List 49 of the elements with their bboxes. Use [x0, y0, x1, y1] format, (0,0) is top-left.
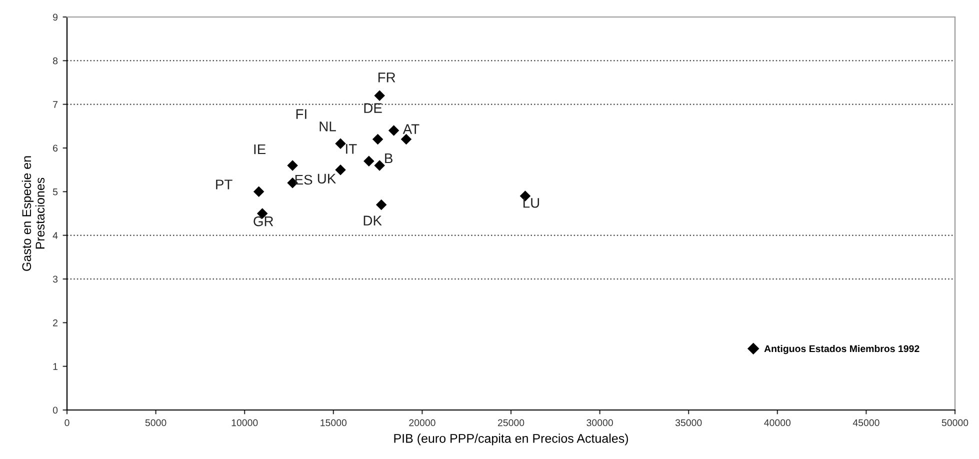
y-tick-label: 3	[52, 276, 58, 283]
point	[364, 156, 374, 166]
annotation: FI	[296, 109, 306, 119]
annotation: DK	[364, 216, 382, 226]
annotation: GR	[254, 216, 274, 226]
x-tick-label: 30000	[586, 419, 613, 426]
y-tick-label: 7	[53, 101, 58, 108]
point	[374, 160, 385, 171]
y-axis-title: Gasto en Especie en Prestaciones	[22, 156, 45, 271]
y-tick-label: 8	[52, 57, 58, 64]
x-tick-label: 10000	[232, 419, 258, 426]
point	[253, 186, 264, 198]
y-tick-label: 9	[53, 14, 58, 21]
x-axis-title: PIB (euro PPP/capita en Precios Actuales)	[394, 434, 628, 446]
x-tick-label: 50000	[942, 419, 968, 426]
y-tick-label: 4	[52, 232, 58, 239]
y-tick-label: 0	[52, 406, 58, 414]
x-tick-label: 45000	[852, 419, 880, 426]
point	[388, 125, 400, 136]
point	[335, 164, 346, 176]
annotation: PT	[216, 180, 232, 190]
point	[287, 160, 298, 171]
x-tick-label: 15000	[320, 419, 347, 426]
x-tick-label: 20000	[409, 419, 436, 426]
annotation: FR	[378, 72, 396, 82]
point	[335, 138, 346, 150]
annotation: UK	[318, 174, 336, 184]
point	[372, 134, 384, 145]
annotation: B	[385, 154, 392, 164]
x-tick-label: 5000	[145, 419, 166, 426]
annotation: AT	[402, 124, 420, 134]
annotation: NL	[320, 122, 336, 132]
annotation: LU	[523, 198, 540, 208]
point	[374, 90, 385, 101]
annotation: ES	[295, 174, 312, 185]
point	[400, 134, 412, 145]
x-tick-label: 0	[64, 419, 70, 426]
legend-label: Antiguos Estados Miembros 1992	[764, 344, 920, 354]
y-tick-label: 5	[52, 188, 58, 196]
annotation: IT	[346, 144, 357, 154]
x-tick-label: 25000	[498, 419, 524, 426]
annotation: IE	[254, 144, 266, 154]
x-tick-label: 35000	[675, 419, 702, 426]
x-tick-label: 40000	[764, 419, 791, 426]
annotation: DE	[364, 103, 382, 113]
point	[376, 199, 387, 210]
y-tick-label: 1	[53, 363, 58, 370]
y-tick-label: 2	[53, 319, 58, 326]
y-tick-label: 6	[53, 144, 58, 152]
